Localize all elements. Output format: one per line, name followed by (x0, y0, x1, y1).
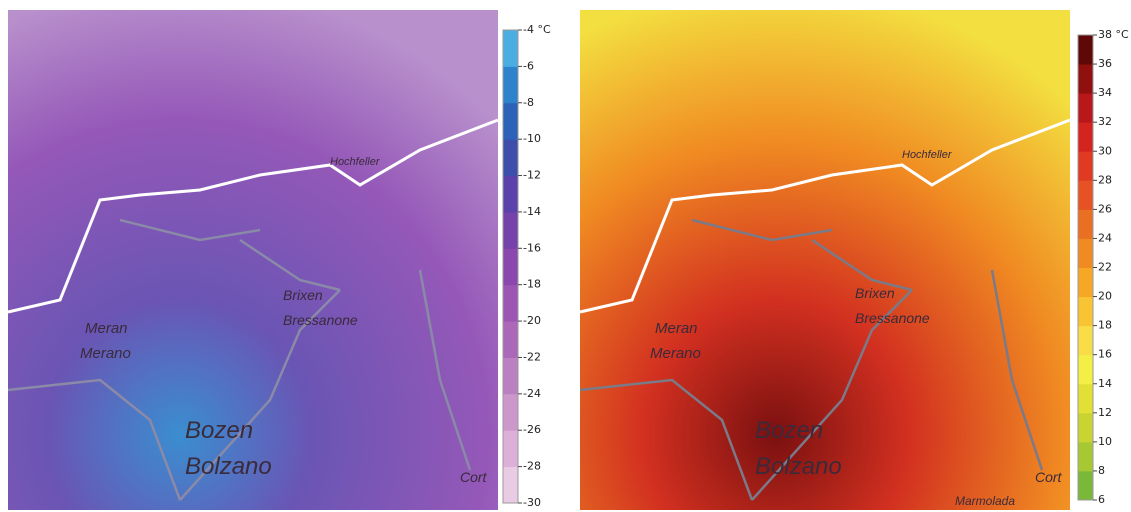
place-label: Marmolada (955, 494, 1015, 508)
colorbar-tick-label: -18 (523, 278, 541, 291)
colorbar-bin (503, 357, 518, 394)
colorbar-bin (503, 430, 518, 467)
colorbar-bin (1078, 122, 1093, 152)
colorbar-tick-label: 24 (1098, 231, 1112, 244)
place-label: Merano (650, 345, 701, 362)
colorbar-tick-label: -26 (523, 423, 541, 436)
place-label: Bolzano (755, 453, 842, 480)
colorbar-tick-label: 22 (1098, 261, 1112, 274)
colorbar-tick-label: -14 (523, 205, 541, 218)
place-label: Brixen (283, 287, 323, 303)
colorbar-bin (1078, 471, 1093, 501)
colorbar-tick-label: 34 (1098, 86, 1112, 99)
colorbar-tick-label: -22 (523, 350, 541, 363)
colorbar-tick-label: 26 (1098, 202, 1112, 215)
colorbar-tick-label: 18 (1098, 319, 1112, 332)
colorbar-tick-label: 20 (1098, 290, 1112, 303)
colorbar-tick-label: 30 (1098, 144, 1112, 157)
colorbar-tick-label: 32 (1098, 115, 1112, 128)
colorbar-tick-label: -20 (523, 314, 541, 327)
colorbar-bin (503, 321, 518, 358)
colorbar-tick-label: -30 (523, 496, 541, 509)
colorbar-tick-label: 14 (1098, 377, 1112, 390)
colorbar-bin (1078, 180, 1093, 210)
colorbar-tick-label: 10 (1098, 435, 1112, 448)
colorbar-tick-label: 8 (1098, 464, 1105, 477)
colorbar-tick-label: -12 (523, 169, 541, 182)
colorbar-tick-label: -28 (523, 460, 541, 473)
colorbar-bin (1078, 209, 1093, 239)
colorbar-bin (1078, 93, 1093, 123)
colorbar-bin (1078, 35, 1093, 65)
colorbar-bin (503, 212, 518, 249)
colorbar-tick-label: -16 (523, 241, 541, 254)
colorbar-bin (1078, 151, 1093, 181)
colorbar-bin (1078, 384, 1093, 414)
colorbar-bin (503, 394, 518, 431)
place-label: Bolzano (185, 453, 272, 480)
colorbar-bin (503, 66, 518, 103)
colorbar-bin (1078, 238, 1093, 268)
colorbar-bin (1078, 355, 1093, 385)
place-label: Meran (655, 320, 698, 337)
place-label: Bozen (755, 417, 823, 444)
map-background (580, 10, 1070, 510)
colorbar-bin (1078, 326, 1093, 356)
colorbar-tick-label: -24 (523, 387, 541, 400)
colorbar-bin (1078, 297, 1093, 327)
place-label: Bozen (185, 417, 253, 444)
place-label: Cort (1035, 469, 1063, 485)
place-label: Brixen (855, 285, 895, 301)
colorbar-tick-label: 12 (1098, 406, 1112, 419)
colorbar-bin (503, 139, 518, 176)
place-label: Hochfeller (902, 149, 953, 161)
colorbar-bin (1078, 442, 1093, 472)
map-right (580, 10, 1070, 510)
colorbar-bin (1078, 268, 1093, 298)
colorbar-tick-label: -8 (523, 96, 534, 109)
colorbar-bin (503, 30, 518, 67)
place-label: Bressanone (855, 310, 930, 326)
colorbar-bin (503, 176, 518, 213)
colorbar-bin (503, 103, 518, 140)
colorbar-tick-label: -10 (523, 132, 541, 145)
place-label: Merano (80, 345, 131, 362)
colorbar-tick-label: 38 °C (1098, 28, 1129, 41)
page: Hochfeller Brixen Bressanone Meran Merano Boz… (0, 0, 1131, 512)
place-label: Hochfeller (330, 156, 381, 168)
colorbar-tick-label: 6 (1098, 493, 1105, 506)
place-label: Bressanone (283, 312, 358, 328)
colorbar-bin (1078, 413, 1093, 443)
colorbar-tick-label: 36 (1098, 57, 1112, 70)
colorbar-tick-label: 16 (1098, 348, 1112, 361)
colorbar-tick-label: 28 (1098, 173, 1112, 186)
place-label: Cort (460, 469, 488, 485)
colorbar-tick-label: -4 °C (523, 23, 551, 36)
colorbar-tick-label: -6 (523, 59, 534, 72)
colorbar-bin (1078, 64, 1093, 94)
colorbar-bin (503, 248, 518, 285)
colorbar-bin (503, 285, 518, 322)
place-label: Meran (85, 320, 128, 337)
colorbar-bin (503, 467, 518, 504)
